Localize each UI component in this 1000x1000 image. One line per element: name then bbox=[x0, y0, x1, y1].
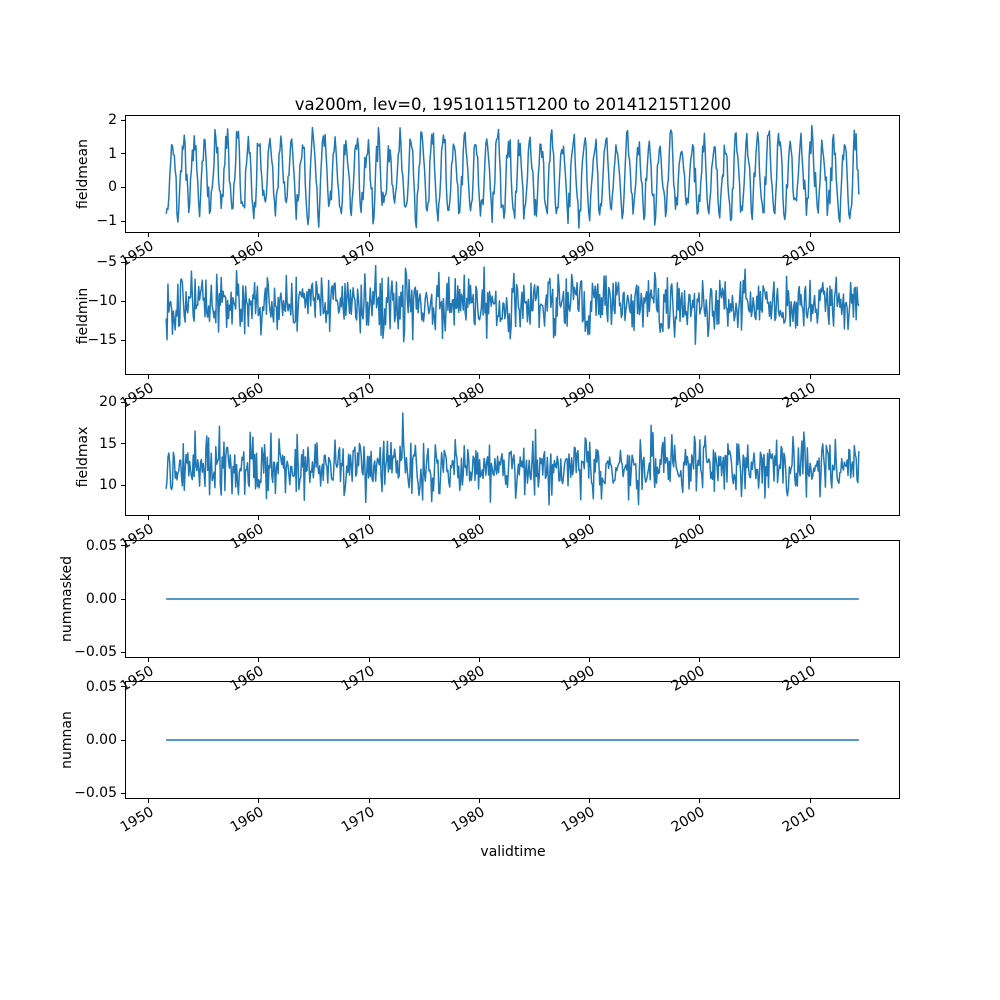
y-tick-mark bbox=[121, 186, 125, 188]
x-tick-mark bbox=[148, 233, 150, 237]
figure-title: va200m, lev=0, 19510115T1200 to 20141215… bbox=[294, 95, 732, 114]
y-tick-mark bbox=[121, 300, 125, 302]
x-tick-label: 1990 bbox=[558, 804, 598, 836]
y-tick-mark bbox=[121, 545, 125, 547]
y-tick-mark bbox=[121, 261, 125, 263]
y-tick-label: 10 bbox=[99, 477, 117, 494]
data-line-fieldmean bbox=[165, 124, 860, 229]
x-tick-mark bbox=[148, 658, 150, 662]
y-tick-mark bbox=[121, 484, 125, 486]
x-tick-mark bbox=[589, 658, 591, 662]
y-tick-mark bbox=[121, 739, 125, 741]
y-tick-label: 0 bbox=[108, 179, 117, 196]
x-tick-mark bbox=[809, 658, 811, 662]
x-tick-mark bbox=[809, 375, 811, 379]
y-axis-label: nummasked bbox=[59, 555, 75, 643]
x-tick-mark bbox=[699, 799, 701, 803]
y-tick-mark bbox=[121, 598, 125, 600]
y-tick-label: −0.05 bbox=[74, 785, 117, 802]
x-tick-mark bbox=[258, 233, 260, 237]
y-tick-label: 0.05 bbox=[85, 537, 117, 554]
y-tick-label: 2 bbox=[108, 112, 117, 129]
x-tick-label: 1950 bbox=[117, 804, 157, 836]
x-tick-mark bbox=[478, 233, 480, 237]
y-tick-label: 0.00 bbox=[85, 591, 117, 607]
y-tick-label: −10 bbox=[87, 293, 117, 310]
y-tick-label: 15 bbox=[99, 435, 117, 452]
y-tick-mark bbox=[121, 401, 125, 403]
subplot-fieldmin: fieldmin −5 −10 −15 1950 1960 1970 1980 1990 20… bbox=[75, 254, 900, 412]
y-tick-mark bbox=[121, 686, 125, 688]
y-tick-label: −15 bbox=[87, 332, 117, 349]
x-tick-mark bbox=[809, 516, 811, 520]
x-tick-label: 1960 bbox=[228, 804, 267, 836]
x-tick-mark bbox=[699, 375, 701, 379]
x-tick-mark bbox=[148, 516, 150, 520]
y-tick-label: 0.00 bbox=[85, 732, 117, 748]
subplot-numnan: numnan 0.05 0.00 −0.05 1950 1960 1970 1980 199… bbox=[59, 679, 900, 836]
y-tick-label: −0.05 bbox=[74, 644, 117, 661]
x-tick-mark bbox=[478, 658, 480, 662]
subplot-fieldmean: fieldmean 2 1 0 −1 1950 1960 1970 1980 1990 2000… bbox=[75, 112, 900, 270]
x-tick-mark bbox=[148, 799, 150, 803]
plot-area bbox=[125, 115, 900, 233]
y-axis-label: fieldmean bbox=[75, 139, 91, 209]
y-tick-label: 1 bbox=[108, 145, 117, 162]
y-tick-mark bbox=[121, 651, 125, 653]
x-tick-mark bbox=[368, 375, 370, 379]
y-tick-label: 20 bbox=[99, 394, 117, 411]
x-tick-mark bbox=[478, 799, 480, 803]
x-tick-mark bbox=[589, 799, 591, 803]
plot-area bbox=[125, 398, 900, 516]
x-tick-mark bbox=[258, 658, 260, 662]
y-tick-label: −1 bbox=[96, 213, 117, 230]
x-tick-mark bbox=[809, 799, 811, 803]
x-axis-title: validtime bbox=[480, 844, 546, 860]
x-tick-mark bbox=[368, 658, 370, 662]
x-tick-mark bbox=[699, 516, 701, 520]
x-tick-mark bbox=[589, 233, 591, 237]
x-tick-label: 2000 bbox=[669, 804, 708, 836]
x-tick-label: 1970 bbox=[338, 804, 378, 836]
plot-area bbox=[125, 257, 900, 375]
x-tick-mark bbox=[699, 233, 701, 237]
x-tick-mark bbox=[148, 375, 150, 379]
x-tick-mark bbox=[699, 658, 701, 662]
y-tick-mark bbox=[121, 339, 125, 341]
x-tick-mark bbox=[258, 375, 260, 379]
x-tick-mark bbox=[368, 233, 370, 237]
data-line-fieldmin bbox=[165, 264, 860, 345]
plot-area bbox=[125, 681, 900, 799]
subplot-fieldmax: fieldmax 20 15 10 1950 1960 1970 1980 1990 2000… bbox=[75, 394, 900, 553]
x-tick-mark bbox=[478, 516, 480, 520]
x-tick-mark bbox=[368, 799, 370, 803]
x-tick-mark bbox=[258, 799, 260, 803]
y-axis-label: numnan bbox=[59, 711, 75, 769]
x-tick-mark bbox=[589, 375, 591, 379]
y-tick-mark bbox=[121, 119, 125, 121]
x-tick-label: 2010 bbox=[779, 804, 819, 836]
y-tick-mark bbox=[121, 153, 125, 155]
y-tick-mark bbox=[121, 443, 125, 445]
data-line-fieldmax bbox=[165, 412, 860, 506]
y-axis-label: fieldmax bbox=[75, 426, 91, 488]
x-tick-label: 1980 bbox=[448, 804, 488, 836]
y-tick-label: −5 bbox=[96, 254, 117, 271]
subplot-nummasked: nummasked 0.05 0.00 −0.05 1950 1960 1970 1980… bbox=[59, 538, 900, 695]
y-tick-mark bbox=[121, 220, 125, 222]
plot-area bbox=[125, 540, 900, 658]
y-tick-label: 0.05 bbox=[85, 678, 117, 695]
x-tick-mark bbox=[589, 516, 591, 520]
x-tick-mark bbox=[809, 233, 811, 237]
x-tick-mark bbox=[368, 516, 370, 520]
y-tick-mark bbox=[121, 792, 125, 794]
x-tick-mark bbox=[258, 516, 260, 520]
x-tick-mark bbox=[478, 375, 480, 379]
